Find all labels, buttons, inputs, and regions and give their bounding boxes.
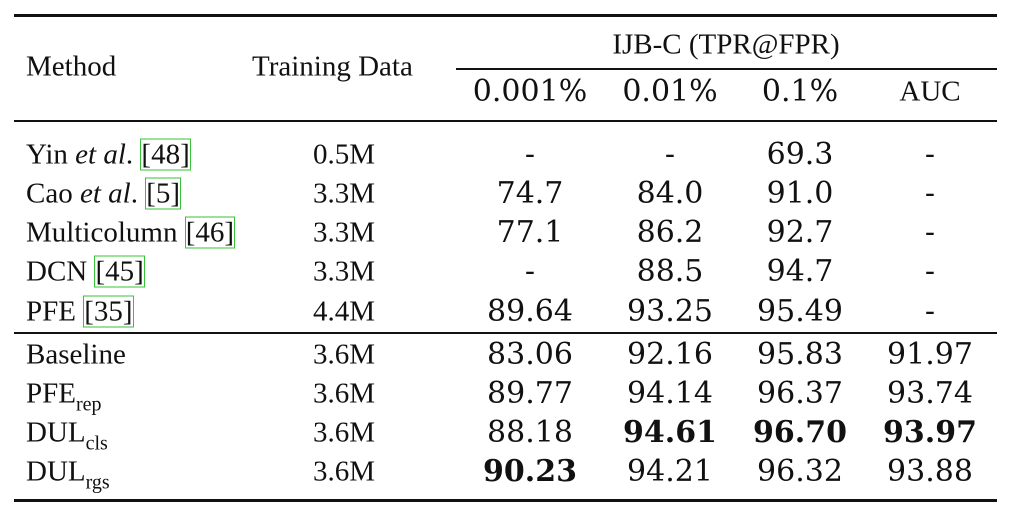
header-training-data: Training Data [252,50,413,83]
method-cell: Cao et al. [5] [26,177,182,210]
value-cell: 77.1 [496,215,564,250]
value-cell: - [524,254,536,289]
header-fpr-01: 0.1% [761,74,839,109]
value-cell: 92.7 [766,215,834,250]
value-cell: 83.06 [487,337,573,372]
header-method: Method [26,50,117,83]
citation-link[interactable]: [35] [83,295,134,328]
method-name: DUL [26,416,86,449]
value-cell: 88.18 [487,415,573,450]
method-cell: PFErep [26,377,102,415]
method-cell: Baseline [26,338,126,371]
header-fpr-001: 0.01% [622,74,718,109]
method-name: PFE [26,295,76,328]
value-cell: 69.3 [766,137,834,172]
method-cell: Yin et al. [48] [26,138,191,171]
value-cell: 88.5 [636,254,704,289]
value-cell: - [924,176,936,211]
value-cell: 86.2 [636,215,704,250]
method-cell: Multicolumn [46] [26,216,236,249]
value-cell: 94.7 [766,254,834,289]
method-subscript: rep [75,393,102,416]
value-cell: - [924,215,936,250]
method-cell: DULrgs [26,455,110,493]
training-data-cell: 4.4M [312,295,376,328]
training-data-cell: 3.3M [312,255,376,288]
method-name: PFE [26,377,76,410]
value-cell: 95.83 [757,337,843,372]
method-name: DCN [26,255,88,288]
method-cell: DCN [45] [26,255,145,288]
top-rule [14,14,997,17]
training-data-cell: 3.6M [312,455,376,488]
method-name: DUL [26,455,86,488]
training-data-cell: 3.6M [312,377,376,410]
value-cell: 93.88 [887,454,973,489]
value-cell: 91.0 [766,176,834,211]
citation-link[interactable]: [45] [94,255,145,288]
bottom-rule [14,499,997,502]
training-data-cell: 3.3M [312,177,376,210]
value-cell: 96.37 [757,376,843,411]
value-cell: 94.61 [623,415,717,450]
value-cell: 93.25 [627,294,713,329]
value-cell: 96.32 [757,454,843,489]
training-data-cell: 3.6M [312,338,376,371]
citation-link[interactable]: [46] [184,216,236,249]
value-cell: - [924,254,936,289]
value-cell: 92.16 [627,337,713,372]
training-data-cell: 3.6M [312,416,376,449]
method-name: Cao [26,177,73,210]
method-punct: . [125,138,141,171]
method-et-al: et al [75,138,126,171]
method-name: Yin [26,138,68,171]
value-cell: 96.70 [753,415,847,450]
header-ijbc-group: IJB-C (TPR@FPR) [612,28,840,61]
header-fpr-0001: 0.001% [472,74,588,109]
value-cell: - [924,137,936,172]
value-cell: 93.74 [887,376,973,411]
method-cell: DULcls [26,416,108,454]
training-data-cell: 3.3M [312,216,376,249]
method-punct: . [130,177,146,210]
value-cell: 91.97 [887,337,973,372]
value-cell: 94.14 [627,376,713,411]
method-name: Multicolumn [26,216,178,249]
method-name: Baseline [26,338,126,371]
citation-link[interactable]: [5] [145,177,182,210]
method-subscript: rgs [85,471,110,494]
method-cell: PFE [35] [26,295,134,328]
value-cell: - [524,137,536,172]
value-cell: - [664,137,676,172]
method-subscript: cls [85,432,108,455]
training-data-cell: 0.5M [312,138,376,171]
citation-link[interactable]: [48] [140,138,191,171]
header-rule [14,120,997,122]
value-cell: 89.77 [487,376,573,411]
header-auc: AUC [899,75,961,108]
value-cell: 93.97 [883,415,977,450]
value-cell: 89.64 [487,294,573,329]
value-cell: 94.21 [627,454,713,489]
value-cell: 90.23 [483,454,577,489]
value-cell: 74.7 [496,176,564,211]
value-cell: - [924,294,936,329]
group-rule [456,68,997,70]
value-cell: 95.49 [757,294,843,329]
section-rule [14,332,997,334]
value-cell: 84.0 [636,176,704,211]
method-et-al: et al [79,177,131,210]
